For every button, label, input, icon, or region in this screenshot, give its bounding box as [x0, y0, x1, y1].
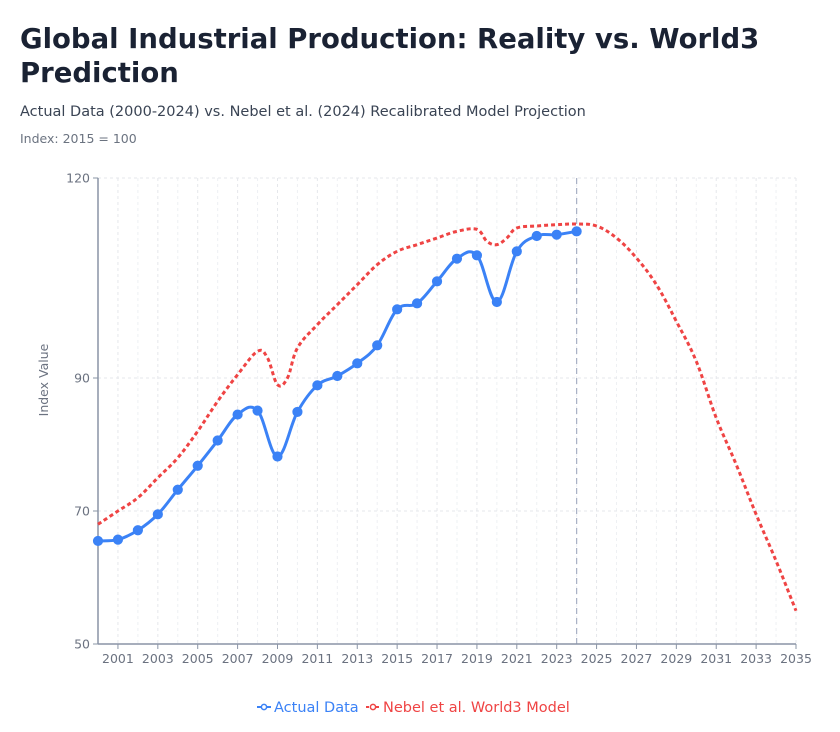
- actual-data-point[interactable]: [471, 250, 483, 261]
- actual-data-point[interactable]: [551, 229, 562, 240]
- actual-data-point[interactable]: [192, 460, 203, 471]
- x-tick: 2023: [541, 644, 573, 666]
- x-tick-label: 2017: [421, 651, 453, 666]
- x-tick-label: 2007: [222, 651, 254, 666]
- x-tick-label: 2011: [301, 651, 333, 666]
- x-tick-label: 2019: [461, 651, 493, 666]
- y-axis-ticks: 50 70 90 120: [66, 171, 98, 652]
- actual-data-point[interactable]: [451, 253, 463, 264]
- y-tick: 50: [74, 637, 98, 652]
- x-tick-label: 2035: [780, 651, 812, 666]
- x-tick-label: 2025: [581, 651, 613, 666]
- legend-item-actual-data[interactable]: Actual Data: [257, 700, 359, 716]
- world3-model-line: [97, 222, 798, 612]
- actual-data-point[interactable]: [152, 509, 163, 520]
- actual-data-point[interactable]: [491, 296, 502, 308]
- legend[interactable]: Actual Data Nebel et al. World3 Model: [257, 700, 570, 716]
- x-tick: 2033: [740, 644, 772, 666]
- actual-data-point[interactable]: [252, 405, 263, 416]
- y-tick: 70: [74, 504, 98, 519]
- y-tick: 90: [74, 371, 98, 386]
- legend-label: Nebel et al. World3 Model: [383, 700, 570, 716]
- series-layer: [92, 222, 798, 612]
- x-tick: 2013: [341, 644, 373, 666]
- grid-lines: [97, 177, 797, 645]
- actual-data-point[interactable]: [292, 406, 303, 418]
- x-tick-label: 2031: [700, 651, 732, 666]
- actual-data-point[interactable]: [352, 358, 363, 369]
- index-note: Index: 2015 = 100: [20, 131, 137, 146]
- x-tick: 2009: [262, 644, 294, 666]
- actual-data-point[interactable]: [232, 409, 243, 420]
- actual-data-point[interactable]: [172, 484, 183, 495]
- x-axis-ticks: 2001 2003 2005 2007 2009 2011 2013 2015 2017 2019…: [102, 644, 812, 666]
- actual-data-point[interactable]: [511, 246, 522, 257]
- x-tick: 2017: [421, 644, 453, 666]
- x-tick-label: 2001: [102, 651, 134, 666]
- x-tick: 2001: [102, 644, 134, 666]
- legend-swatch-marker: [260, 703, 268, 711]
- y-tick-label: 120: [66, 171, 90, 186]
- y-tick-label: 50: [74, 637, 90, 652]
- x-tick: 2011: [301, 644, 333, 666]
- x-tick: 2027: [621, 644, 653, 666]
- x-tick-label: 2013: [341, 651, 373, 666]
- actual-data-point[interactable]: [411, 298, 423, 309]
- x-tick-label: 2005: [182, 651, 214, 666]
- actual-data-point[interactable]: [531, 230, 542, 242]
- x-tick: 2021: [501, 644, 533, 666]
- x-tick-label: 2023: [541, 651, 573, 666]
- actual-data-point[interactable]: [272, 451, 283, 462]
- x-tick-label: 2033: [740, 651, 772, 666]
- x-tick-label: 2003: [142, 651, 174, 666]
- actual-data-point[interactable]: [571, 226, 582, 237]
- x-tick: 2025: [581, 644, 613, 666]
- x-tick: 2005: [182, 644, 214, 666]
- actual-data-point[interactable]: [431, 276, 443, 287]
- actual-data-point[interactable]: [372, 340, 383, 351]
- series-actual-data: [92, 226, 582, 547]
- x-tick-label: 2009: [262, 651, 294, 666]
- x-tick-label: 2021: [501, 651, 533, 666]
- actual-data-point[interactable]: [132, 525, 143, 536]
- x-tick: 2019: [461, 644, 493, 666]
- chart-subtitle: Actual Data (2000-2024) vs. Nebel et al.…: [20, 104, 586, 120]
- x-tick: 2003: [142, 644, 174, 666]
- y-tick: 120: [66, 171, 98, 186]
- legend-label: Actual Data: [274, 700, 359, 716]
- x-tick: 2007: [222, 644, 254, 666]
- actual-data-point[interactable]: [92, 535, 104, 547]
- x-tick: 2031: [700, 644, 732, 666]
- chart-title: Global Industrial Production: Reality vs…: [20, 23, 760, 89]
- legend-swatch-marker: [369, 703, 377, 711]
- x-tick-label: 2027: [621, 651, 653, 666]
- actual-data-point[interactable]: [312, 380, 323, 391]
- y-tick-label: 90: [74, 371, 90, 386]
- x-tick-label: 2029: [660, 651, 692, 666]
- y-tick-label: 70: [74, 504, 90, 519]
- actual-data-point[interactable]: [212, 435, 223, 446]
- y-axis-label: Index Value: [36, 343, 51, 416]
- x-tick-label: 2015: [381, 651, 413, 666]
- actual-data-line: [97, 229, 577, 543]
- actual-data-point[interactable]: [332, 370, 343, 382]
- legend-item-world3-model[interactable]: Nebel et al. World3 Model: [366, 700, 570, 716]
- x-tick: 2029: [660, 644, 692, 666]
- actual-data-point[interactable]: [392, 304, 403, 315]
- series-world3-model: [97, 222, 798, 612]
- x-tick: 2015: [381, 644, 413, 666]
- actual-data-point[interactable]: [112, 534, 124, 545]
- x-tick: 2035: [780, 644, 812, 666]
